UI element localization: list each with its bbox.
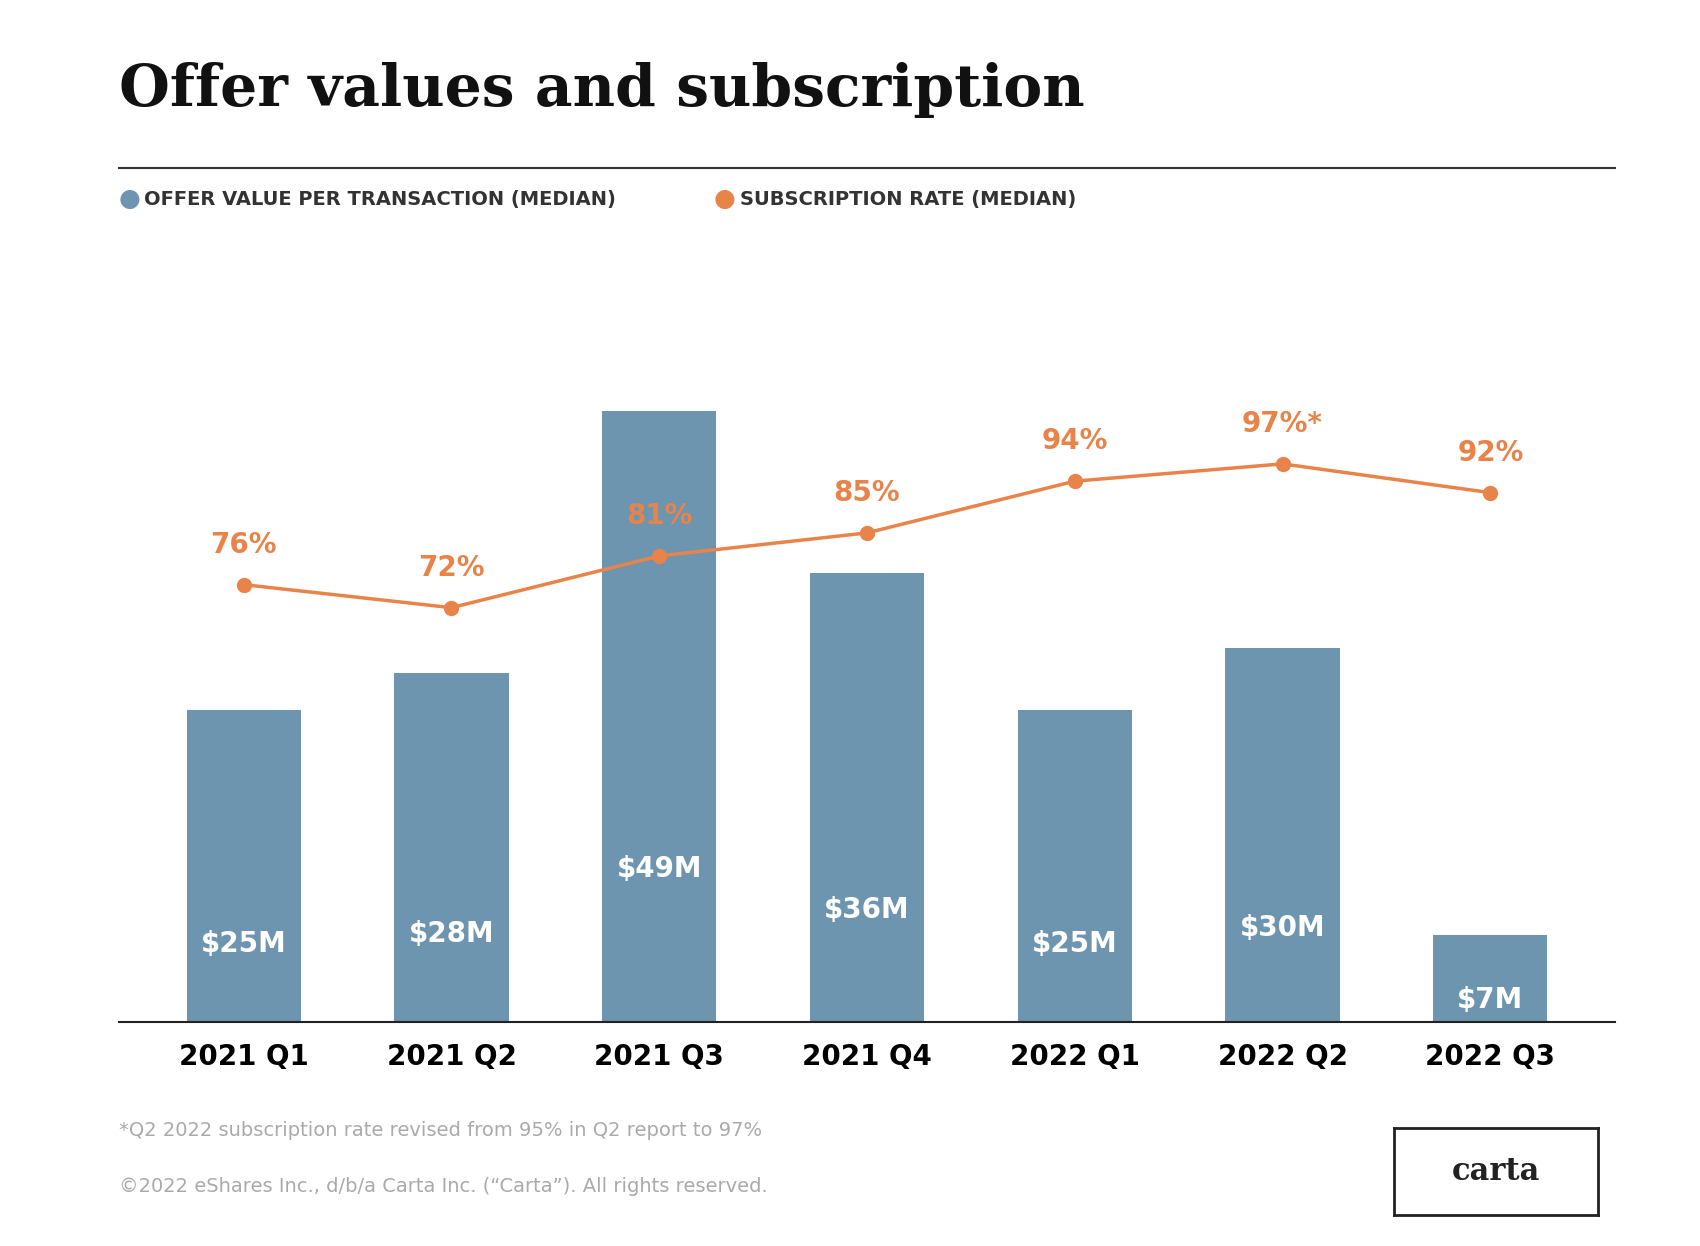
Text: 85%: 85% bbox=[833, 478, 901, 507]
Bar bbox=[394, 673, 508, 1022]
Text: $36M: $36M bbox=[824, 896, 910, 923]
Text: ●: ● bbox=[714, 187, 736, 212]
Text: $28M: $28M bbox=[408, 921, 495, 948]
Text: ●: ● bbox=[119, 187, 141, 212]
Text: 76%: 76% bbox=[211, 531, 277, 558]
Bar bbox=[809, 573, 925, 1022]
Text: $25M: $25M bbox=[1032, 930, 1117, 958]
Text: Offer values and subscription: Offer values and subscription bbox=[119, 62, 1085, 118]
Text: 97%*: 97%* bbox=[1243, 410, 1323, 439]
Text: 81%: 81% bbox=[626, 502, 692, 530]
Bar bbox=[602, 411, 716, 1022]
Text: 92%: 92% bbox=[1457, 439, 1523, 467]
Bar bbox=[187, 710, 301, 1022]
Text: $30M: $30M bbox=[1239, 915, 1326, 942]
Text: SUBSCRIPTION RATE (MEDIAN): SUBSCRIPTION RATE (MEDIAN) bbox=[740, 189, 1076, 209]
Text: $25M: $25M bbox=[201, 930, 287, 958]
Text: *Q2 2022 subscription rate revised from 95% in Q2 report to 97%: *Q2 2022 subscription rate revised from … bbox=[119, 1121, 762, 1140]
Text: ©2022 eShares Inc., d/b/a Carta Inc. (“Carta”). All rights reserved.: ©2022 eShares Inc., d/b/a Carta Inc. (“C… bbox=[119, 1177, 768, 1196]
Text: $7M: $7M bbox=[1457, 986, 1523, 1014]
Bar bbox=[1018, 710, 1132, 1022]
Text: $49M: $49M bbox=[617, 855, 702, 883]
Text: OFFER VALUE PER TRANSACTION (MEDIAN): OFFER VALUE PER TRANSACTION (MEDIAN) bbox=[144, 189, 617, 209]
Bar bbox=[1226, 648, 1340, 1022]
Text: carta: carta bbox=[1452, 1156, 1540, 1186]
Text: 72%: 72% bbox=[418, 553, 484, 582]
Bar bbox=[1433, 934, 1547, 1022]
Text: 94%: 94% bbox=[1042, 427, 1108, 455]
